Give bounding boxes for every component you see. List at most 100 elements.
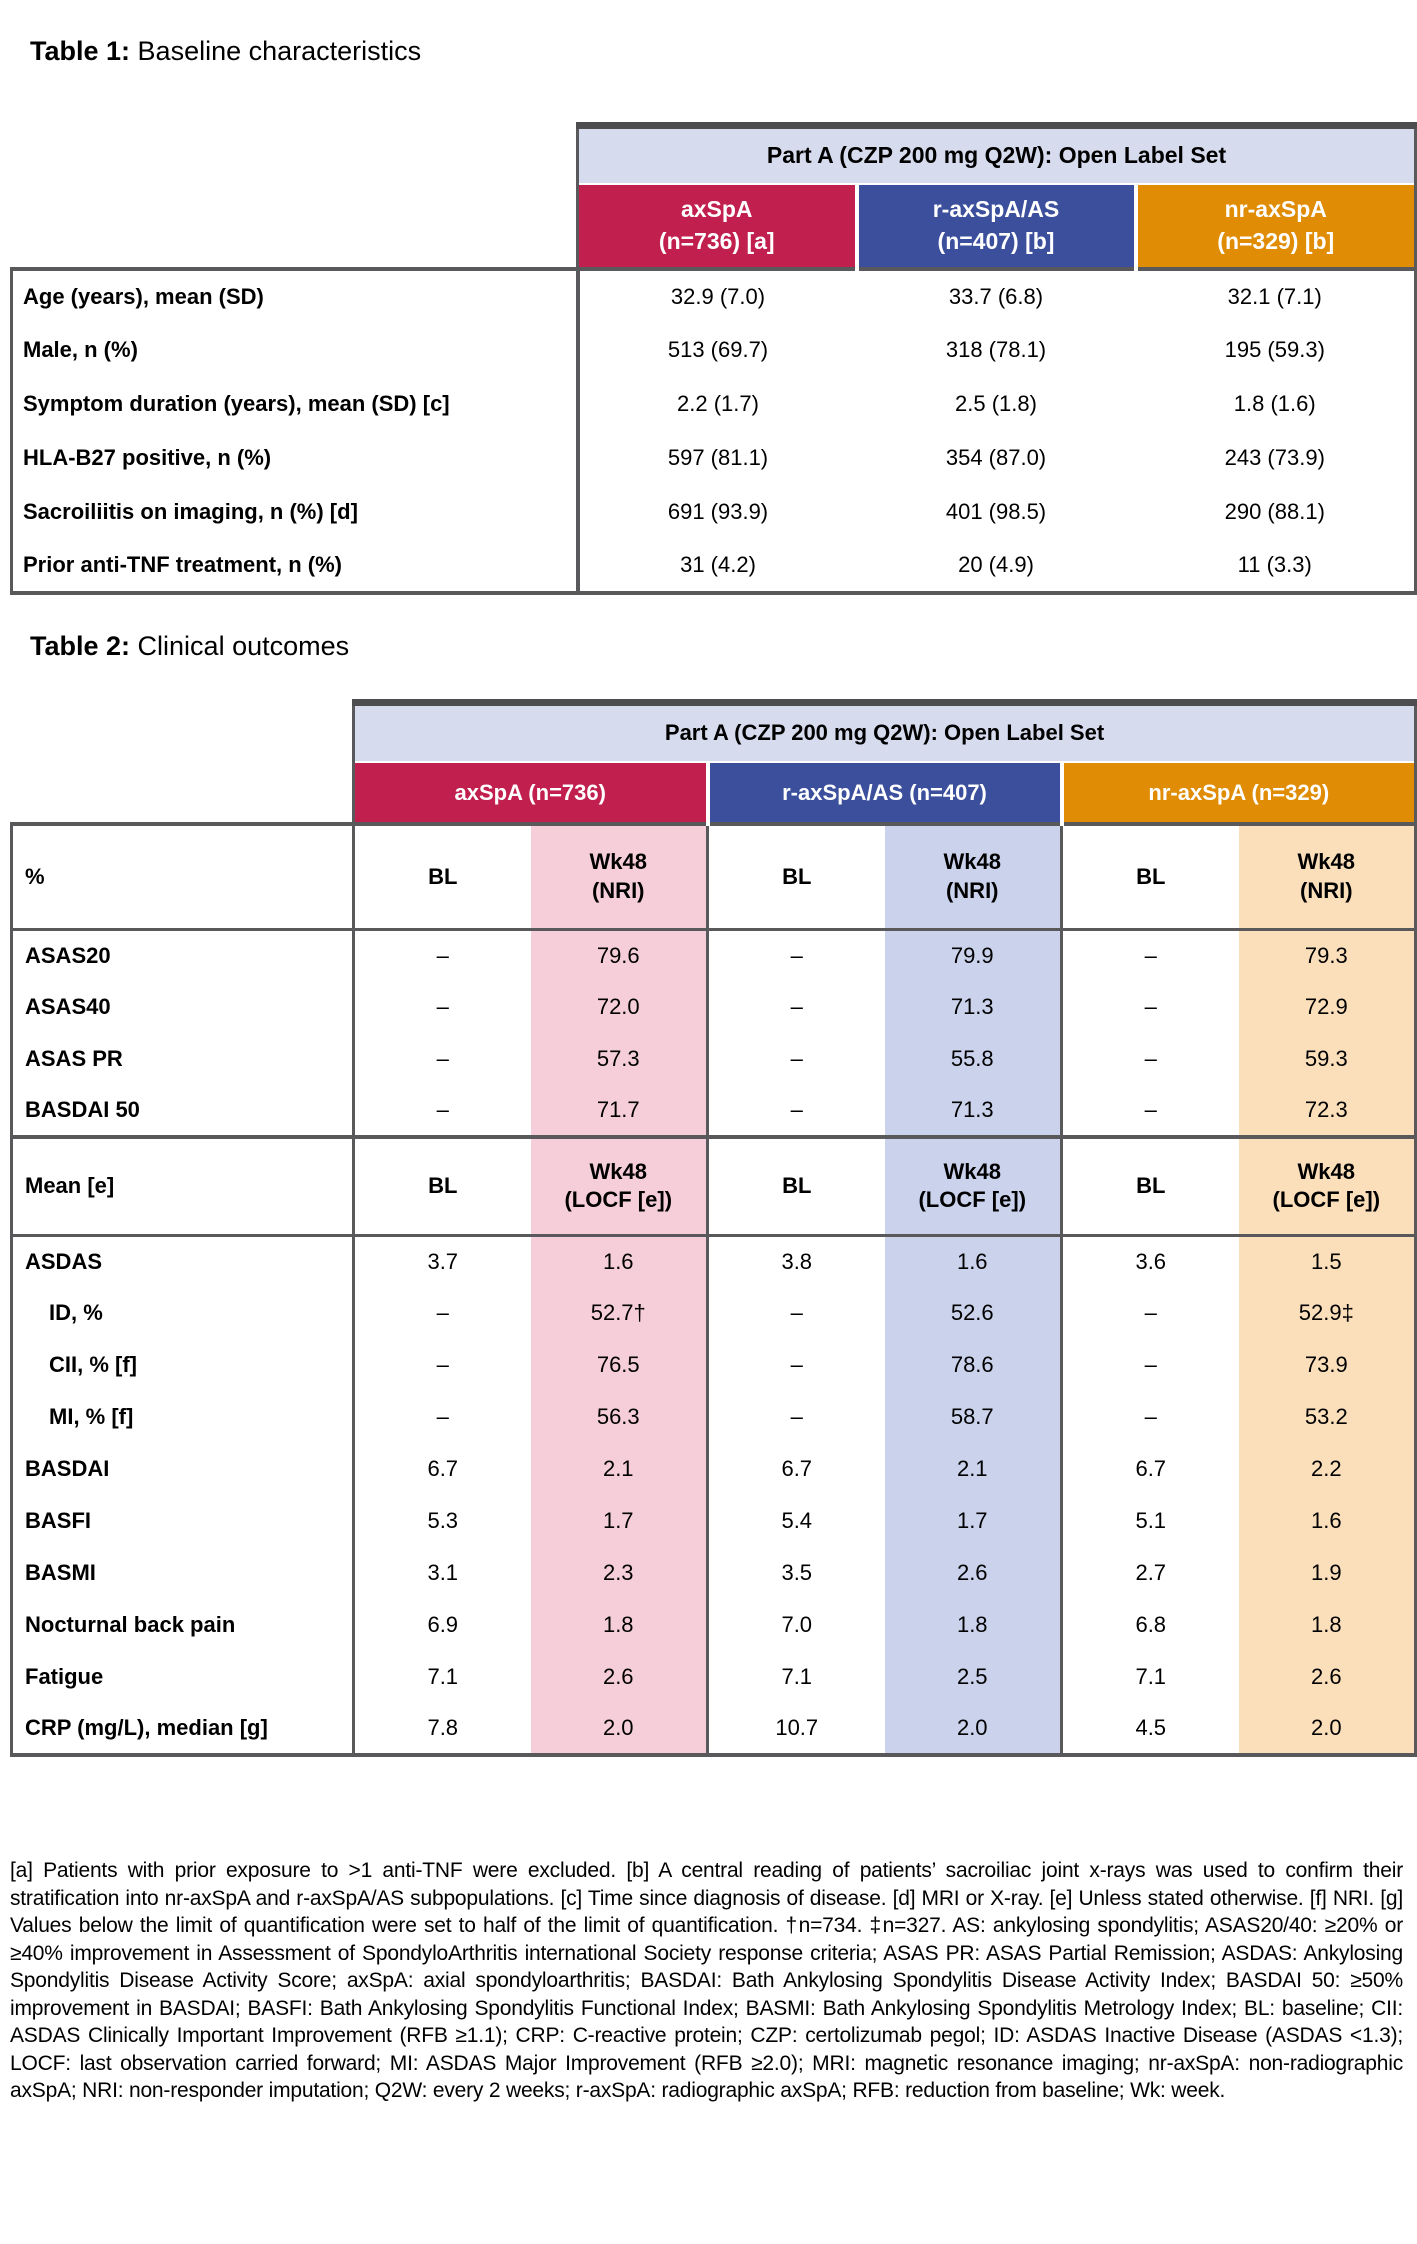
- table-row: CRP (mg/L), median [g] 7.8 2.0 10.7 2.0 …: [10, 1703, 1417, 1757]
- table-cell: 354 (87.0): [945, 444, 1047, 470]
- table-cell: 2.1: [530, 1443, 709, 1495]
- wk-header-line1: Wk48: [943, 849, 1001, 875]
- table-cell: 2.5: [884, 1651, 1063, 1703]
- table-cell: 53.2: [1238, 1391, 1417, 1443]
- table-cell: 52.6: [884, 1287, 1063, 1339]
- bl-header: BL: [353, 1135, 531, 1237]
- table-cell: 2.6: [530, 1651, 709, 1703]
- table2-group-header-nr-axspa: nr-axSpA (n=329): [1059, 762, 1417, 824]
- table-row: BASFI 5.3 1.7 5.4 1.7 5.1 1.6: [10, 1495, 1417, 1547]
- row-label: CII, % [f]: [10, 1339, 355, 1391]
- table-cell: –: [436, 994, 449, 1019]
- bl-header: BL: [1061, 822, 1239, 931]
- wk-header-line1: Wk48: [589, 1158, 647, 1184]
- table-cell: 55.8: [884, 1033, 1063, 1085]
- table-cell: 7.8: [353, 1703, 531, 1757]
- table-cell: 318 (78.1): [945, 336, 1047, 362]
- table-cell: –: [1144, 1097, 1157, 1122]
- table-cell: 7.1: [427, 1664, 459, 1689]
- table-cell: –: [436, 1046, 449, 1071]
- table-cell: 3.8: [781, 1248, 813, 1274]
- row-label: MI, % [f]: [10, 1391, 355, 1443]
- table-cell: 1.9: [1238, 1547, 1417, 1599]
- row-label: Prior anti-TNF treatment, n (%): [10, 538, 580, 595]
- table-cell: 6.8: [1135, 1612, 1167, 1637]
- table-cell: 2.2: [1238, 1443, 1417, 1495]
- footnotes: [a] Patients with prior exposure to >1 a…: [10, 1859, 1403, 2102]
- table-cell: 4.5: [1061, 1703, 1239, 1757]
- table-cell: 1.8: [530, 1599, 709, 1651]
- table-cell: 1.8: [1238, 1599, 1417, 1651]
- wk48-locf-header: Wk48 (LOCF [e]): [530, 1135, 709, 1237]
- table1-title: Table 1: Baseline characteristics: [30, 0, 1417, 67]
- wk48-nri-header: Wk48 (NRI): [1238, 822, 1417, 931]
- table-cell: 58.7: [884, 1391, 1063, 1443]
- table-cell: 32.9 (7.0): [577, 266, 857, 323]
- table-cell: 1.6: [884, 1235, 1063, 1287]
- table-cell: 3.6: [1135, 1248, 1167, 1274]
- table-cell: –: [436, 1097, 449, 1122]
- wk-header-line2: (LOCF [e]): [918, 1187, 1027, 1213]
- table-cell: –: [790, 1300, 803, 1325]
- table-cell: 20 (4.9): [856, 538, 1136, 595]
- table-row: Age (years), mean (SD) 32.9 (7.0) 33.7 (…: [10, 266, 1417, 323]
- table-cell: 52.7†: [530, 1287, 709, 1339]
- table2-title: Table 2: Clinical outcomes: [30, 631, 1417, 662]
- table1-column-header-row: axSpA (n=736) [a] r-axSpA/AS (n=407) [b] n…: [11, 183, 1417, 269]
- row-label: Sacroiliitis on imaging, n (%) [d]: [10, 484, 580, 539]
- row-label: Age (years), mean (SD): [10, 266, 580, 323]
- table-cell: –: [1144, 1404, 1157, 1429]
- table2: Part A (CZP 200 mg Q2W): Open Label Set …: [10, 698, 1417, 1757]
- table-cell: 59.3: [1238, 1033, 1417, 1085]
- table-row: BASDAI 50 – 71.7 – 71.3 – 72.3: [10, 1085, 1417, 1137]
- row-label: Male, n (%): [10, 322, 580, 377]
- table-cell: 71.3: [884, 1085, 1063, 1137]
- table1-header-spacer: [11, 183, 578, 269]
- table-cell: 2.3: [530, 1547, 709, 1599]
- table1: Part A (CZP 200 mg Q2W): Open Label Set …: [10, 122, 1417, 595]
- col-header-line1: nr-axSpA: [1224, 196, 1327, 223]
- table-row: Prior anti-TNF treatment, n (%) 31 (4.2)…: [10, 538, 1417, 595]
- table-cell: 33.7 (6.8): [856, 266, 1136, 323]
- table-cell: 5.4: [781, 1508, 813, 1533]
- col-header-line2: (n=736) [a]: [658, 227, 775, 254]
- table-cell: 71.3: [884, 981, 1063, 1033]
- table-row: Sacroiliitis on imaging, n (%) [d] 691 (…: [10, 484, 1417, 539]
- table-row: Nocturnal back pain 6.9 1.8 7.0 1.8 6.8 …: [10, 1599, 1417, 1651]
- table-row: Symptom duration (years), mean (SD) [c] …: [10, 376, 1417, 431]
- table-cell: –: [436, 1352, 449, 1377]
- table-cell: 76.5: [530, 1339, 709, 1391]
- table1-col-header-r-axspa: r-axSpA/AS (n=407) [b]: [854, 183, 1136, 269]
- table2-span-header-row: Part A (CZP 200 mg Q2W): Open Label Set: [11, 698, 1417, 763]
- row-label: ID, %: [10, 1287, 355, 1339]
- table-cell: 597 (81.1): [667, 444, 769, 470]
- table2-group-header-axspa: axSpA (n=736): [352, 762, 708, 824]
- table-cell: 3.1: [427, 1560, 459, 1585]
- bl-header: BL: [1061, 1135, 1239, 1237]
- table-cell: 2.0: [884, 1703, 1063, 1757]
- row-label: BASMI: [10, 1547, 355, 1599]
- table-row: ASAS20 – 79.6 – 79.9 – 79.3: [10, 929, 1417, 981]
- table-cell: –: [790, 942, 803, 968]
- table-row: ASDAS 3.7 1.6 3.8 1.6 3.6 1.5: [10, 1235, 1417, 1287]
- table-row: Fatigue 7.1 2.6 7.1 2.5 7.1 2.6: [10, 1651, 1417, 1703]
- table-row: ID, % – 52.7† – 52.6 – 52.9‡: [10, 1287, 1417, 1339]
- wk48-locf-header: Wk48 (LOCF [e]): [1238, 1135, 1417, 1237]
- row-label: ASAS20: [10, 929, 355, 981]
- table-cell: 1.7: [884, 1495, 1063, 1547]
- table-cell: –: [790, 1097, 803, 1122]
- table-cell: 195 (59.3): [1135, 322, 1417, 377]
- table-cell: 79.3: [1238, 929, 1417, 981]
- row-label: Nocturnal back pain: [10, 1599, 355, 1651]
- row-label: ASAS PR: [10, 1033, 355, 1085]
- table-cell: 3.5: [781, 1560, 813, 1585]
- table2-title-text: Clinical outcomes: [137, 630, 350, 661]
- row-label: Fatigue: [10, 1651, 355, 1703]
- table-cell: 6.9: [427, 1612, 459, 1637]
- wk-header-line2: (LOCF [e]): [564, 1187, 673, 1213]
- row-label: BASDAI: [10, 1443, 355, 1495]
- bl-header: BL: [353, 822, 531, 931]
- table-cell: 6.7: [781, 1456, 813, 1481]
- table-cell: 513 (69.7): [667, 336, 769, 362]
